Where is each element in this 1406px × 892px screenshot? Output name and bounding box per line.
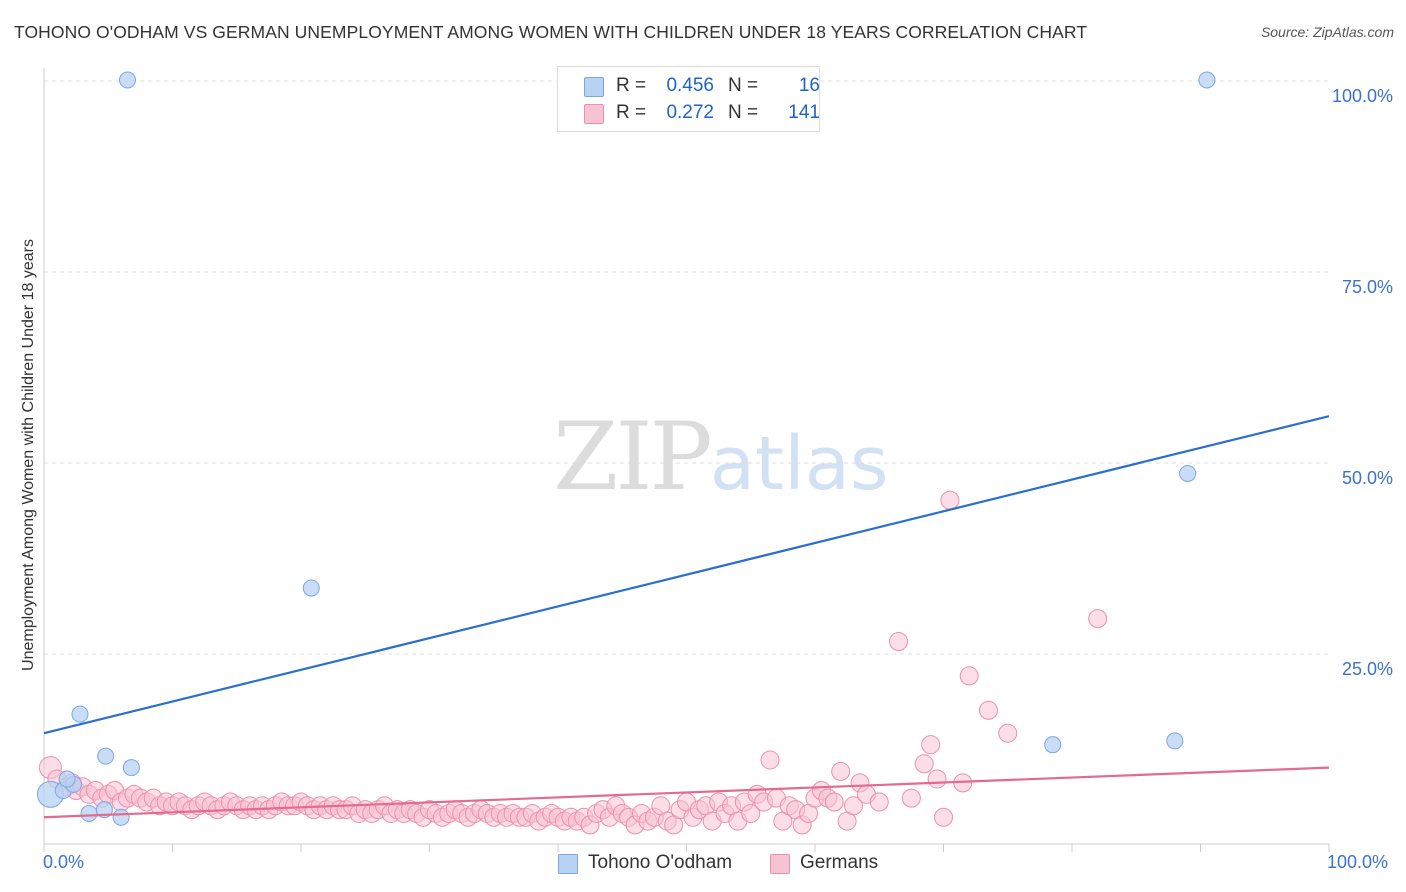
- watermark-zip: ZIP: [553, 403, 713, 512]
- german-points: [38, 490, 1108, 835]
- german-point: [978, 700, 998, 720]
- tohono-point: [302, 579, 320, 597]
- source-label: Source: ZipAtlas.com: [1260, 24, 1394, 40]
- german-point: [824, 792, 844, 812]
- german-point: [927, 769, 947, 789]
- german-point: [869, 792, 889, 812]
- legend-r-value: 0.456: [666, 75, 714, 96]
- y-tick-75: 75.0%: [1341, 277, 1393, 297]
- german-point: [901, 788, 921, 808]
- tohono-point: [58, 770, 76, 788]
- german-point: [760, 750, 780, 770]
- german-point: [940, 490, 960, 510]
- y-tick-25: 25.0%: [1341, 659, 1393, 679]
- axes: [43, 68, 1330, 852]
- y-tick-50: 50.0%: [1341, 468, 1393, 488]
- germans-swatch: [770, 854, 790, 874]
- german-point: [741, 803, 761, 823]
- legend-n-value: 141: [788, 102, 820, 123]
- chart-title: TOHONO O'ODHAM VS GERMAN UNEMPLOYMENT AM…: [14, 22, 1088, 42]
- tohono-point: [1166, 732, 1184, 750]
- german-point: [831, 761, 851, 781]
- trend-lines: [43, 415, 1330, 819]
- y-tick-100: 100.0%: [1331, 86, 1393, 106]
- legend-r-label: R =: [616, 75, 647, 96]
- watermark-atlas: atlas: [709, 421, 889, 507]
- tohono-swatch: [584, 77, 604, 97]
- tohono-point: [1044, 736, 1062, 754]
- german-point: [844, 796, 864, 816]
- german-point: [1088, 609, 1108, 629]
- x-tick-100: 100.0%: [1327, 852, 1389, 872]
- grid-lines: [44, 80, 1329, 655]
- german-point: [914, 754, 934, 774]
- tohono-point: [122, 759, 140, 777]
- tohono-point: [80, 804, 98, 822]
- german-point: [934, 807, 953, 827]
- german-point: [959, 666, 979, 686]
- watermark: ZIPatlas: [553, 403, 889, 512]
- tohono-point: [97, 747, 115, 765]
- tohono-point: [112, 808, 130, 826]
- bottom-legend-tohono-label: Tohono O'odham: [588, 852, 733, 873]
- legend-r-label: R =: [616, 102, 647, 123]
- tohono-point: [1198, 71, 1216, 89]
- legend-r-value: 0.272: [666, 102, 714, 123]
- german-point: [921, 735, 941, 755]
- germans-swatch: [584, 104, 604, 124]
- bottom-legend-germans-label: Germans: [800, 852, 879, 873]
- german-point: [889, 632, 909, 652]
- x-tick-0: 0.0%: [43, 852, 85, 872]
- tohono-swatch: [558, 854, 578, 874]
- legend-n-value: 16: [798, 75, 820, 96]
- tohono-point: [119, 71, 137, 89]
- tohono-point: [95, 801, 113, 819]
- legend-n-label: N =: [728, 75, 759, 96]
- tohono-point: [71, 705, 89, 723]
- german-trend-line: [43, 766, 1330, 819]
- tohono-points: [36, 71, 1216, 826]
- tohono-point: [1179, 464, 1197, 482]
- german-point: [998, 723, 1018, 743]
- tohono-trend-line: [43, 415, 1330, 735]
- correlation-legend: R = 0.456 N = 16 R = 0.272 N = 141: [557, 66, 820, 132]
- legend-n-label: N =: [728, 102, 759, 123]
